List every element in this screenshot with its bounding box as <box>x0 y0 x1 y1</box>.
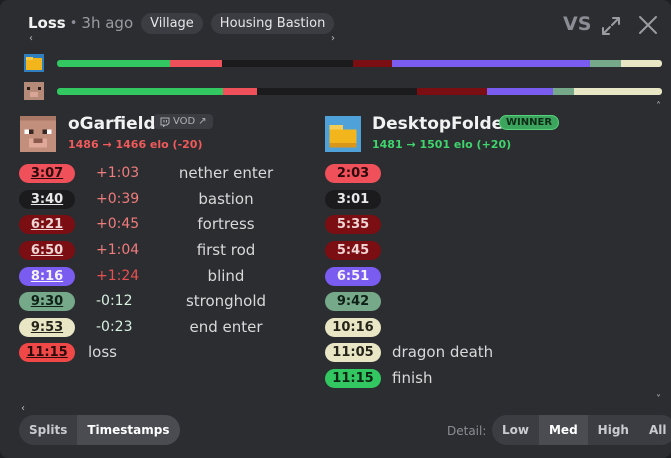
diff-end: -0:23 <box>96 319 133 335</box>
close-icon[interactable] <box>637 14 659 36</box>
right-split-blind: 6:51 <box>325 267 381 286</box>
timeline-left-segment <box>416 88 472 95</box>
event-bastion: bastion <box>198 190 254 208</box>
diff-fortress: +0:45 <box>96 216 140 232</box>
event-stronghold: stronghold <box>185 292 267 310</box>
right-split-fortress: 5:35 <box>325 215 381 234</box>
diff-bastion: +0:39 <box>96 191 140 207</box>
diff-blind: +1:24 <box>96 268 140 284</box>
right-player-name[interactable]: DesktopFolder <box>372 114 512 134</box>
diff-stronghold: -0:12 <box>96 293 133 309</box>
view-toggle: Splits Timestamps <box>19 415 180 445</box>
detail-label: Detail: <box>447 424 487 438</box>
right-dragon-time: 11:05 <box>325 343 381 362</box>
winner-badge: WINNER <box>499 115 560 130</box>
diff-first-rod: +1:04 <box>96 242 140 258</box>
timestamps-tab[interactable]: Timestamps <box>77 415 180 445</box>
vs-button[interactable]: VS <box>563 13 592 35</box>
left-final-time[interactable]: 11:15 <box>19 343 75 362</box>
folder-avatar-icon <box>24 54 44 72</box>
match-result: Loss <box>28 14 66 32</box>
event-first-rod: first rod <box>196 241 256 259</box>
timeline-bar-right <box>57 60 662 67</box>
bastion-type-chip: Housing Bastion <box>210 12 335 34</box>
right-split-stronghold: 9:42 <box>325 292 381 311</box>
timeline-left-segment <box>486 88 554 95</box>
left-split-first-rod[interactable]: 6:50 <box>19 241 75 260</box>
expand-icon[interactable] <box>600 15 622 37</box>
seed-type-chip: Village <box>141 12 203 34</box>
timeline-left-segment <box>574 88 662 95</box>
left-elo-change: 1486 → 1466 elo (-20) <box>68 138 203 151</box>
right-split-bastion: 3:01 <box>325 190 381 209</box>
timeline-row-left-player <box>24 81 44 101</box>
timeline-left-segment <box>256 88 396 95</box>
event-fortress: fortress <box>197 215 255 233</box>
left-split-fortress[interactable]: 6:21 <box>19 215 75 234</box>
right-split-end: 10:16 <box>325 318 381 337</box>
timeline-right-segment <box>443 60 591 67</box>
timeline-right-segment <box>620 60 662 67</box>
twitch-icon <box>160 117 170 127</box>
timeline-scroll-left[interactable]: ‹ <box>29 33 33 44</box>
event-end: end enter <box>189 318 263 336</box>
left-split-bastion[interactable]: 3:40 <box>19 190 75 209</box>
right-split-nether: 2:03 <box>325 164 381 183</box>
time-ago: 3h ago <box>81 14 134 32</box>
left-final-label: loss <box>88 343 117 361</box>
diff-nether: +1:03 <box>96 165 140 181</box>
right-dragon-label: dragon death <box>392 343 494 361</box>
external-link-icon: ↗ <box>198 116 207 127</box>
folder-avatar-icon <box>325 116 361 152</box>
left-split-blind[interactable]: 8:16 <box>19 267 75 286</box>
left-split-nether[interactable]: 3:07 <box>19 164 75 183</box>
timeline-right-segment <box>221 60 354 67</box>
timeline-scroll-right[interactable]: › <box>331 33 335 44</box>
detail-all[interactable]: All <box>648 423 667 437</box>
timeline-right-segment <box>353 60 366 67</box>
vod-label: VOD <box>173 116 196 127</box>
timeline-left-segment <box>471 88 487 95</box>
event-nether: nether enter <box>178 164 274 182</box>
right-elo-change: 1481 → 1501 elo (+20) <box>372 138 512 151</box>
timeline-left-segment <box>395 88 417 95</box>
detail-high[interactable]: High <box>597 423 629 437</box>
timeline-left-segment <box>553 88 575 95</box>
detail-low[interactable]: Low <box>502 423 529 437</box>
timeline-bar-left <box>57 88 662 95</box>
match-header: Loss • 3h ago Village Housing Bastion <box>28 10 335 36</box>
detail-med[interactable]: Med <box>538 415 588 445</box>
left-player-name[interactable]: oGarfield <box>68 114 156 134</box>
left-split-stronghold[interactable]: 9:30 <box>19 292 75 311</box>
timeline-right-segment <box>391 60 444 67</box>
pig-avatar-icon <box>24 82 44 100</box>
panel-scroll-up[interactable]: ˄ <box>656 101 661 112</box>
left-split-end[interactable]: 9:53 <box>19 318 75 337</box>
timeline-right-segment <box>169 60 222 67</box>
panel-scroll-left[interactable]: ‹ <box>21 403 25 414</box>
timeline-right-segment <box>590 60 621 67</box>
detail-toggle: Low Med High All <box>492 415 671 445</box>
vod-button[interactable]: VOD ↗ <box>154 114 213 129</box>
timeline-left-segment <box>57 88 224 95</box>
splits-tab[interactable]: Splits <box>29 423 68 437</box>
pig-avatar-icon <box>20 116 56 152</box>
separator: • <box>69 15 78 31</box>
timeline-right-segment <box>57 60 170 67</box>
right-finish-time: 11:15 <box>325 369 381 388</box>
right-finish-label: finish <box>392 369 433 387</box>
right-split-first-rod: 5:45 <box>325 241 381 260</box>
timeline-right-segment <box>365 60 392 67</box>
timeline-row-right-player <box>24 53 44 73</box>
timeline-left-segment <box>223 88 257 95</box>
event-blind: blind <box>207 267 245 285</box>
panel-scroll-down[interactable]: ˅ <box>656 394 661 405</box>
